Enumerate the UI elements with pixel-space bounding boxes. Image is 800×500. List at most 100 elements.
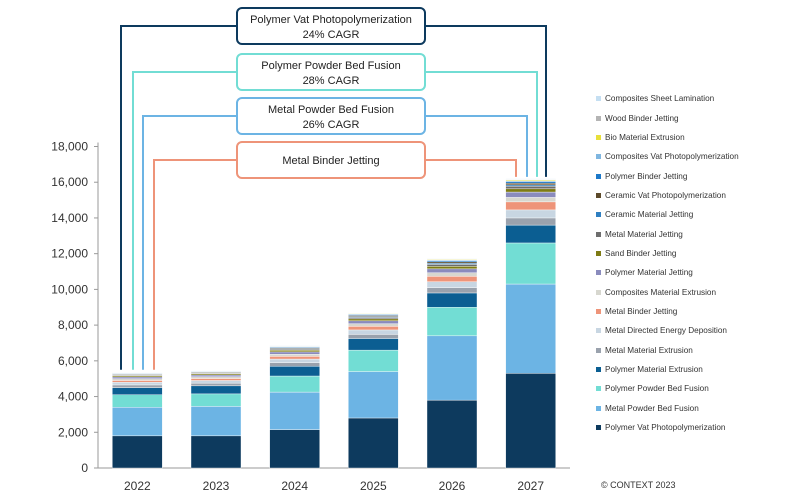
bar-segment	[269, 362, 320, 367]
legend-swatch	[596, 405, 601, 411]
legend-item: Polymer Powder Bed Fusion	[596, 379, 796, 398]
bar-segment	[426, 261, 478, 264]
annotation-cagr: 28% CAGR	[303, 75, 360, 87]
legend-swatch	[596, 289, 601, 295]
legend-label: Ceramic Vat Photopolymerization	[605, 190, 726, 200]
bar-segment	[505, 283, 556, 374]
legend-label: Polymer Vat Photopolymerization	[605, 423, 726, 433]
legend-swatch	[596, 154, 601, 160]
bar-segment	[426, 268, 478, 273]
bar-segment	[505, 191, 556, 198]
bar-segment	[426, 399, 478, 469]
annotation-title: Metal Powder Bed Fusion	[268, 104, 394, 116]
legend-swatch	[596, 212, 601, 218]
bar-segment	[269, 429, 320, 469]
bar-segment	[505, 197, 556, 203]
bar-segment	[426, 287, 478, 294]
legend-label: Metal Material Jetting	[605, 229, 683, 239]
legend-swatch	[596, 328, 601, 334]
bar-segment	[505, 373, 556, 469]
annotation-title: Metal Binder Jetting	[282, 155, 379, 167]
annotation-box	[236, 7, 426, 45]
legend-label: Wood Binder Jetting	[605, 113, 679, 123]
bar-segment	[190, 374, 242, 377]
legend-item: Metal Material Extrusion	[596, 340, 796, 359]
legend-swatch	[596, 231, 601, 237]
bar-segment	[505, 188, 556, 193]
bar-segment	[505, 182, 556, 186]
bar-segment	[348, 318, 399, 322]
annotation-cagr: 26% CAGR	[303, 119, 360, 131]
bar-segment	[348, 338, 399, 351]
legend-swatch	[596, 347, 601, 353]
legend-item: Ceramic Material Jetting	[596, 205, 796, 224]
legend-swatch	[596, 425, 601, 431]
bar-segment	[112, 380, 163, 383]
annotation-connector	[425, 159, 517, 177]
bar-segment	[426, 292, 478, 308]
annotation-box	[236, 53, 426, 91]
legend-label: Composites Material Extrusion	[605, 287, 717, 297]
bar-segment	[348, 320, 399, 324]
legend-label: Polymer Material Jetting	[605, 268, 693, 278]
bar-segment	[269, 375, 320, 393]
legend-item: Composites Sheet Lamination	[596, 89, 796, 108]
x-tick-label: 2022	[124, 479, 151, 493]
bar-segment	[112, 407, 163, 437]
y-tick-label: 4,000	[58, 390, 88, 404]
annotation-title: Polymer Powder Bed Fusion	[261, 60, 400, 72]
legend-label: Sand Binder Jetting	[605, 248, 677, 258]
bar-segment	[348, 329, 399, 335]
bar-segment	[190, 382, 242, 387]
bar-segment	[348, 417, 399, 469]
annotation-connector	[120, 25, 237, 370]
bar-segment	[112, 382, 163, 386]
bar-segment	[190, 385, 242, 395]
legend-item: Ceramic Vat Photopolymerization	[596, 186, 796, 205]
bar-segment	[505, 224, 556, 244]
annotation-box	[236, 141, 426, 179]
legend-swatch	[596, 115, 601, 121]
y-tick-label: 14,000	[51, 211, 88, 225]
bar-segment	[190, 380, 242, 384]
bar-segment	[112, 435, 163, 469]
bar-segment	[190, 393, 242, 407]
bar-segment	[190, 376, 242, 379]
annotation-box	[236, 97, 426, 135]
legend-swatch	[596, 308, 601, 314]
copyright-text: © CONTEXT 2023	[601, 480, 676, 490]
x-tick-label: 2025	[360, 479, 387, 493]
legend-swatch	[596, 366, 601, 372]
y-tick-label: 10,000	[51, 282, 88, 296]
legend-item: Wood Binder Jetting	[596, 108, 796, 127]
bar-segment	[269, 391, 320, 430]
legend-swatch	[596, 192, 601, 198]
legend-swatch	[596, 270, 601, 276]
bar-segment	[112, 394, 163, 408]
bar-segment	[426, 307, 478, 337]
annotation-connector	[425, 25, 547, 177]
annotation-connector	[425, 71, 538, 177]
bar-segment	[426, 272, 478, 277]
annotation-connector	[142, 115, 237, 370]
legend-swatch	[596, 173, 601, 179]
bar-segment	[348, 371, 399, 419]
bar-segment	[505, 209, 556, 219]
bar-segment	[505, 242, 556, 285]
legend-label: Metal Material Extrusion	[605, 345, 693, 355]
legend-item: Metal Directed Energy Deposition	[596, 321, 796, 340]
bar-segment	[269, 358, 320, 363]
bar-segment	[190, 435, 242, 469]
legend-item: Polymer Material Jetting	[596, 263, 796, 282]
bar-segment	[505, 181, 556, 184]
bar-segment	[505, 201, 556, 211]
bar-segment	[112, 384, 163, 388]
annotation-connector	[153, 159, 237, 370]
legend-label: Metal Directed Energy Deposition	[605, 326, 727, 336]
bar-segment	[426, 276, 478, 282]
annotation-title: Polymer Vat Photopolymerization	[250, 14, 412, 26]
chart-legend: Composites Sheet Lamination Wood Binder J…	[596, 89, 796, 437]
bar-segment	[269, 350, 320, 353]
legend-label: Composites Sheet Lamination	[605, 94, 715, 104]
legend-item: Metal Binder Jetting	[596, 302, 796, 321]
